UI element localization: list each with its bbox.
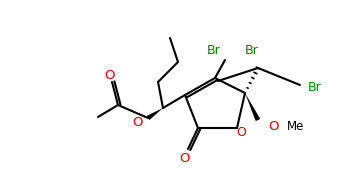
Text: Br: Br: [245, 43, 259, 57]
Text: Br: Br: [308, 81, 322, 93]
Text: Br: Br: [206, 43, 220, 57]
Text: O: O: [179, 153, 189, 166]
Text: O: O: [132, 115, 143, 129]
Text: O: O: [268, 120, 278, 134]
Text: O: O: [236, 127, 246, 139]
Polygon shape: [245, 93, 260, 121]
Polygon shape: [147, 108, 163, 120]
Text: Me: Me: [287, 120, 304, 134]
Text: O: O: [104, 69, 114, 81]
